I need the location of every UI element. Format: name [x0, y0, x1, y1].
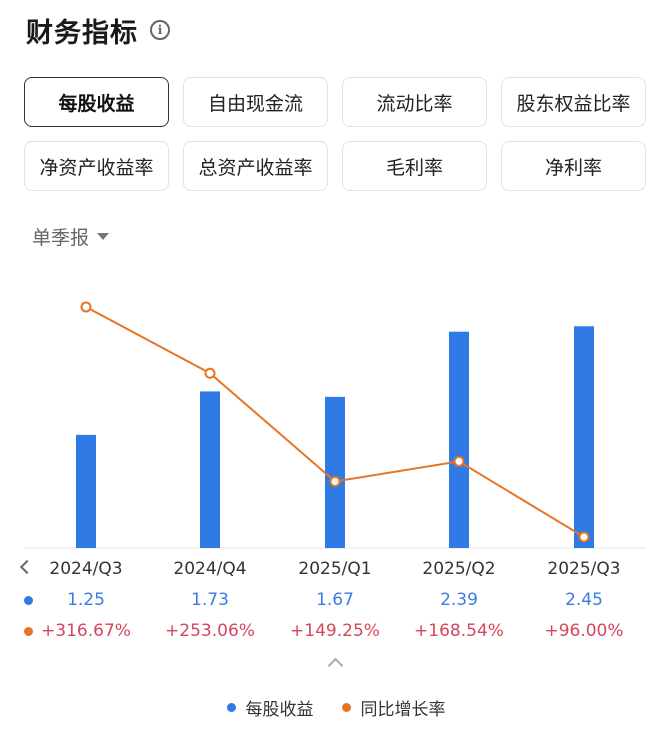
tab-6[interactable]: 毛利率: [342, 141, 487, 191]
tick-label-3: 2025/Q2: [422, 559, 496, 579]
legend-swatch-0: [226, 703, 236, 712]
yoy-point-2025/Q3[interactable]: [578, 531, 590, 543]
eps-label-4: 2.45: [565, 590, 603, 610]
page-title: 财务指标: [26, 17, 138, 49]
yoy-point-2024/Q4[interactable]: [204, 367, 216, 379]
legend-item-0[interactable]: 每股收益: [226, 695, 314, 720]
legend-item-1[interactable]: 同比增长率: [341, 695, 446, 720]
tick-label-2: 2025/Q1: [298, 559, 372, 579]
category-row: 2024/Q3 2024/Q4 2025/Q1 2025/Q2 2025/Q3: [0, 559, 672, 585]
yoy-value-row: +316.67% +253.06% +149.25% +168.54% +96.00%: [0, 621, 672, 647]
tick-label-0: 2024/Q3: [49, 559, 123, 579]
period-selector-label: 单季报: [32, 227, 90, 249]
yoy-label-2: +149.25%: [290, 621, 380, 641]
yoy-point-2025/Q2[interactable]: [453, 455, 465, 467]
tab-4[interactable]: 净资产收益率: [24, 141, 169, 191]
bar-2024/Q4[interactable]: [200, 391, 220, 548]
eps-label-1: 1.73: [191, 590, 229, 610]
yoy-label-3: +168.54%: [414, 621, 504, 641]
bar-2025/Q1[interactable]: [325, 396, 345, 548]
yoy-series-dot: [24, 627, 33, 636]
yoy-label-0: +316.67%: [41, 621, 131, 641]
tab-5[interactable]: 总资产收益率: [183, 141, 328, 191]
tab-3[interactable]: 股东权益比率: [501, 77, 646, 127]
bar-2025/Q2[interactable]: [449, 331, 469, 548]
tab-1[interactable]: 自由现金流: [183, 77, 328, 127]
eps-label-2: 1.67: [316, 590, 354, 610]
tab-7[interactable]: 净利率: [501, 141, 646, 191]
bar-2024/Q3[interactable]: [76, 434, 96, 548]
header: 财务指标 i: [26, 10, 170, 50]
legend: 每股收益 同比增长率: [0, 695, 672, 720]
bar-2025/Q3[interactable]: [574, 326, 594, 548]
tab-0[interactable]: 每股收益: [24, 77, 169, 127]
yoy-label-4: +96.00%: [544, 621, 624, 641]
yoy-point-2024/Q3[interactable]: [80, 301, 92, 313]
info-icon[interactable]: i: [150, 20, 170, 40]
eps-label-0: 1.25: [67, 590, 105, 610]
eps-value-row: 1.25 1.73 1.67 2.39 2.45: [0, 590, 672, 616]
legend-label-0: 每股收益: [245, 700, 314, 720]
yoy-line: [85, 306, 585, 538]
eps-series-dot: [24, 596, 33, 605]
tick-label-4: 2025/Q3: [547, 559, 621, 579]
tick-label-1: 2024/Q4: [173, 559, 247, 579]
yoy-point-2025/Q1[interactable]: [329, 475, 341, 487]
caret-down-icon: [97, 233, 110, 240]
yoy-label-1: +253.06%: [165, 621, 255, 641]
period-selector[interactable]: 单季报: [32, 223, 110, 250]
eps-label-3: 2.39: [440, 590, 478, 610]
legend-swatch-1: [341, 703, 351, 712]
metric-tabs: 每股收益 自由现金流 流动比率 股东权益比率净资产收益率 总资产收益率 毛利率 净利率: [24, 77, 646, 191]
legend-label-1: 同比增长率: [360, 700, 446, 720]
tab-2[interactable]: 流动比率: [342, 77, 487, 127]
chevron-up-icon[interactable]: [327, 657, 344, 674]
